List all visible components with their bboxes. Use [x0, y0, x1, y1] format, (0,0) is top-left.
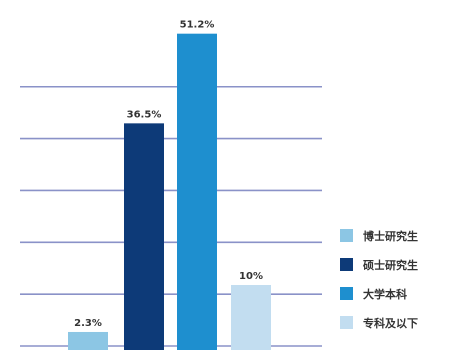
- legend-label: 专科及以下: [363, 316, 418, 330]
- legend-label: 大学本科: [363, 287, 407, 301]
- legend-swatch: [340, 316, 353, 329]
- bar-4: [231, 285, 271, 350]
- grid-lines: [20, 85, 322, 347]
- value-label: 36.5%: [127, 109, 162, 120]
- legend-swatch: [340, 287, 353, 300]
- legend-label: 博士研究生: [363, 229, 418, 243]
- bars: [68, 33, 271, 350]
- bar-2: [124, 123, 164, 350]
- legend-swatch: [340, 229, 353, 242]
- legend-label: 硕士研究生: [363, 258, 418, 272]
- bar-3: [177, 33, 217, 350]
- bar-1: [68, 331, 108, 350]
- legend-swatch: [340, 258, 353, 271]
- value-label: 2.3%: [74, 318, 102, 329]
- value-label: 10%: [239, 271, 263, 282]
- value-labels: 2.3% 36.5% 51.2% 10%: [74, 20, 263, 329]
- value-label: 51.2%: [180, 20, 215, 31]
